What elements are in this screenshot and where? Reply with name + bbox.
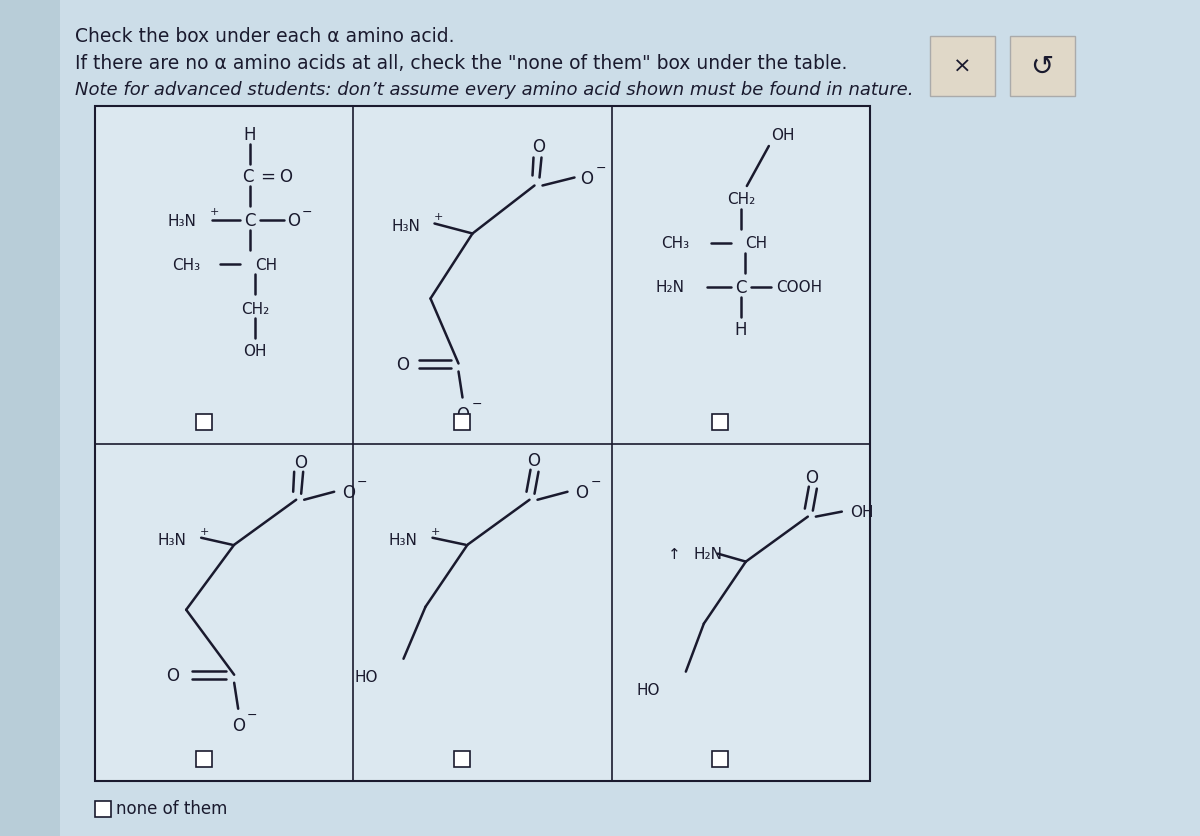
Text: O: O: [805, 468, 818, 486]
Text: H₃N: H₃N: [167, 213, 196, 228]
Text: −: −: [590, 476, 601, 489]
Text: O: O: [342, 483, 355, 501]
Text: O: O: [580, 170, 593, 187]
Text: O: O: [294, 453, 307, 472]
Text: CH₂: CH₂: [727, 192, 755, 207]
Text: If there are no α amino acids at all, check the "none of them" box under the tab: If there are no α amino acids at all, ch…: [74, 54, 847, 73]
Bar: [712, 751, 728, 767]
Text: −: −: [247, 708, 258, 721]
Bar: [930, 37, 995, 97]
Text: CH₃: CH₃: [172, 257, 200, 273]
Bar: [454, 414, 470, 430]
Text: C: C: [736, 278, 746, 297]
Bar: [712, 414, 728, 430]
Text: O: O: [166, 666, 179, 684]
Text: +: +: [434, 212, 443, 222]
Text: COOH: COOH: [775, 280, 822, 295]
Text: CH₃: CH₃: [661, 237, 689, 251]
Text: H₂N: H₂N: [656, 280, 685, 295]
Text: Check the box under each α amino acid.: Check the box under each α amino acid.: [74, 27, 455, 46]
Text: O: O: [575, 483, 588, 501]
Bar: [95, 801, 112, 817]
Text: O: O: [527, 451, 540, 469]
Text: ↑: ↑: [667, 547, 680, 562]
Text: +: +: [199, 526, 209, 536]
Text: ×: ×: [953, 57, 971, 77]
Text: −: −: [301, 206, 312, 218]
Text: C: C: [245, 212, 256, 230]
Text: −: −: [356, 476, 367, 489]
Bar: [196, 414, 211, 430]
Text: H₃N: H₃N: [391, 219, 420, 234]
Bar: [196, 751, 211, 767]
Text: O: O: [456, 405, 469, 423]
Text: OH: OH: [772, 127, 794, 142]
Text: H: H: [244, 126, 257, 144]
Text: =: =: [260, 168, 276, 186]
Text: O: O: [532, 137, 545, 155]
Text: −: −: [472, 398, 481, 410]
Text: +: +: [209, 206, 218, 217]
Text: H: H: [734, 321, 748, 339]
Text: O: O: [288, 212, 300, 230]
Bar: [95, 107, 870, 781]
Text: C: C: [242, 168, 253, 186]
Text: O: O: [280, 168, 293, 186]
Text: O: O: [232, 716, 245, 734]
Text: HO: HO: [636, 682, 660, 697]
Text: OH: OH: [850, 504, 874, 519]
Text: CH: CH: [745, 237, 767, 251]
Text: HO: HO: [354, 670, 378, 685]
Text: CH₂: CH₂: [241, 301, 269, 316]
Text: none of them: none of them: [116, 799, 227, 817]
Text: OH: OH: [244, 343, 266, 358]
Bar: [1010, 37, 1075, 97]
Text: CH: CH: [254, 257, 277, 273]
Text: H₃N: H₃N: [389, 533, 418, 548]
Text: ↺: ↺: [1031, 53, 1054, 81]
Text: Note for advanced students: don’t assume every amino acid shown must be found in: Note for advanced students: don’t assume…: [74, 81, 913, 99]
Text: H₃N: H₃N: [157, 533, 186, 548]
Text: O: O: [396, 355, 409, 373]
Bar: [454, 751, 470, 767]
Text: −: −: [595, 162, 606, 175]
Text: +: +: [431, 526, 440, 536]
Text: H₂N: H₂N: [694, 547, 722, 562]
